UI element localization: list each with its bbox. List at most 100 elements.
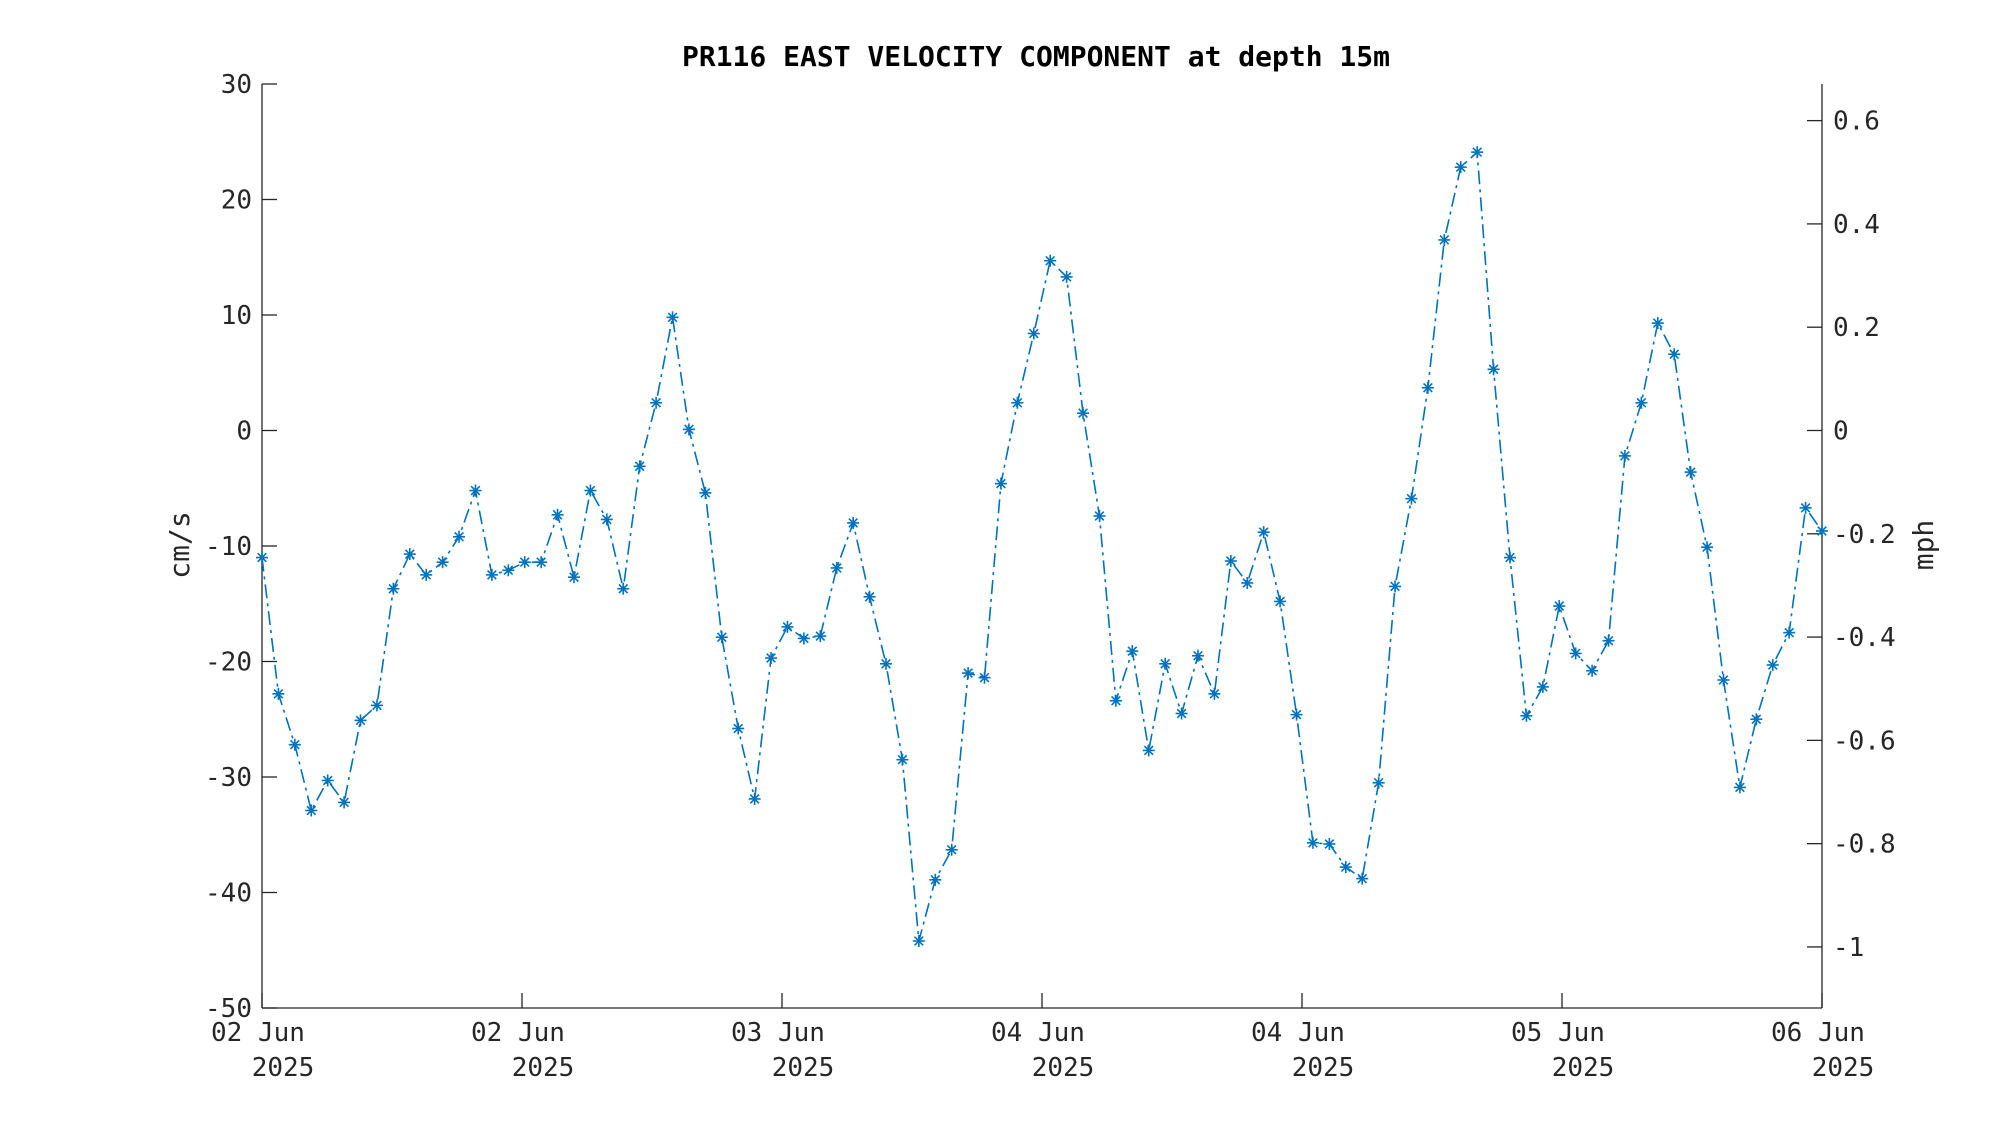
data-point	[1684, 466, 1697, 479]
data-point	[929, 873, 942, 886]
data-point	[1504, 551, 1516, 564]
data-point	[584, 484, 597, 497]
data-point	[1339, 861, 1352, 874]
data-point	[1816, 524, 1828, 537]
x-tick-year: 2025	[1812, 1053, 1875, 1083]
y2-tick-label: -0.8	[1833, 830, 1896, 860]
data-point	[1142, 744, 1155, 757]
x-tick-year: 2025	[512, 1053, 575, 1083]
x-tick-year: 2025	[772, 1053, 835, 1083]
data-point	[1224, 555, 1237, 568]
chart-title: PR116 EAST VELOCITY COMPONENT at depth 1…	[682, 40, 1390, 73]
data-point	[1668, 348, 1681, 361]
data-point	[994, 477, 1007, 490]
right-y-axis-label: mph	[1907, 520, 1940, 571]
data-point	[1306, 836, 1319, 849]
y-tick-label: 20	[221, 186, 252, 216]
data-point	[682, 423, 695, 436]
y2-tick-label: 0.6	[1833, 107, 1880, 137]
data-point	[1027, 327, 1040, 340]
data-point	[1109, 694, 1122, 707]
plot-area	[256, 146, 1828, 948]
y2-tick-label: -0.2	[1833, 520, 1896, 550]
x-tick-date: 05 Jun	[1511, 1018, 1605, 1048]
left-y-ticks: -50 -40 -30 -20 -10 0 10 20 30	[205, 70, 277, 1024]
data-point	[830, 561, 843, 574]
data-point	[1799, 501, 1812, 514]
data-point	[666, 311, 679, 324]
axes	[261, 84, 1823, 1009]
data-point	[1421, 381, 1434, 394]
data-point	[1372, 776, 1385, 789]
data-point	[387, 582, 400, 595]
y2-tick-label: 0.4	[1833, 210, 1880, 240]
y-tick-label: 0	[236, 417, 252, 447]
data-point	[732, 722, 745, 735]
data-point	[1701, 541, 1714, 554]
data-point	[1241, 576, 1254, 589]
data-point	[1060, 270, 1073, 283]
data-point	[1487, 363, 1500, 376]
data-point	[1553, 600, 1566, 613]
data-point	[1569, 647, 1582, 660]
y-tick-label: -50	[205, 994, 252, 1024]
data-point	[1208, 687, 1221, 700]
data-point	[1175, 707, 1188, 720]
data-point	[912, 935, 925, 948]
x-tick-date: 04 Jun	[991, 1018, 1085, 1048]
x-tick-date: 03 Jun	[731, 1018, 825, 1048]
data-point	[1257, 526, 1270, 539]
data-point	[1356, 872, 1369, 885]
data-point	[518, 556, 531, 569]
data-point	[485, 568, 498, 581]
data-point	[272, 687, 285, 700]
data-point	[1733, 781, 1746, 794]
data-point	[1783, 626, 1796, 639]
data-point	[1586, 664, 1599, 677]
data-point	[600, 513, 613, 526]
data-point	[305, 804, 318, 817]
series-line	[261, 150, 1823, 942]
y2-tick-label: -1	[1833, 933, 1864, 963]
x-tick-year: 2025	[1292, 1053, 1355, 1083]
data-point	[617, 582, 630, 595]
data-point	[765, 652, 778, 665]
data-point	[863, 590, 876, 603]
data-point	[256, 551, 268, 564]
x-tick-year: 2025	[1552, 1053, 1615, 1083]
data-point	[1651, 317, 1664, 330]
data-point	[403, 548, 416, 561]
data-point	[502, 564, 515, 577]
y-tick-label: -10	[205, 532, 252, 562]
data-point	[1011, 396, 1024, 409]
x-ticks: 02 Jun 2025 02 Jun 2025 03 Jun 2025 04 Jun 2025…	[211, 993, 1874, 1083]
data-point	[1093, 509, 1106, 522]
y-tick-label: -30	[205, 763, 252, 793]
data-point	[1618, 449, 1631, 462]
data-point	[551, 508, 564, 521]
x-tick-date: 02 Jun	[471, 1018, 565, 1048]
data-point	[650, 396, 663, 409]
data-point	[1438, 233, 1451, 246]
data-point	[1750, 713, 1763, 726]
data-point	[1159, 657, 1172, 670]
data-point	[1471, 146, 1484, 159]
y-tick-label: 30	[221, 70, 252, 100]
data-point	[1635, 396, 1648, 409]
x-tick-date: 04 Jun	[1251, 1018, 1345, 1048]
y-tick-label: -40	[205, 879, 252, 909]
x-tick-year: 2025	[252, 1053, 315, 1083]
data-point	[1290, 708, 1303, 721]
left-y-axis-label: cm/s	[163, 511, 196, 578]
data-point	[715, 631, 728, 644]
data-point	[1520, 709, 1533, 722]
data-point	[338, 796, 351, 809]
x-tick-date: 02 Jun	[211, 1018, 305, 1048]
data-point	[1077, 407, 1090, 420]
y2-tick-label: 0	[1833, 416, 1849, 446]
data-point	[1389, 580, 1402, 593]
data-point	[568, 571, 580, 584]
data-point	[1274, 595, 1287, 608]
data-point	[1044, 254, 1057, 267]
